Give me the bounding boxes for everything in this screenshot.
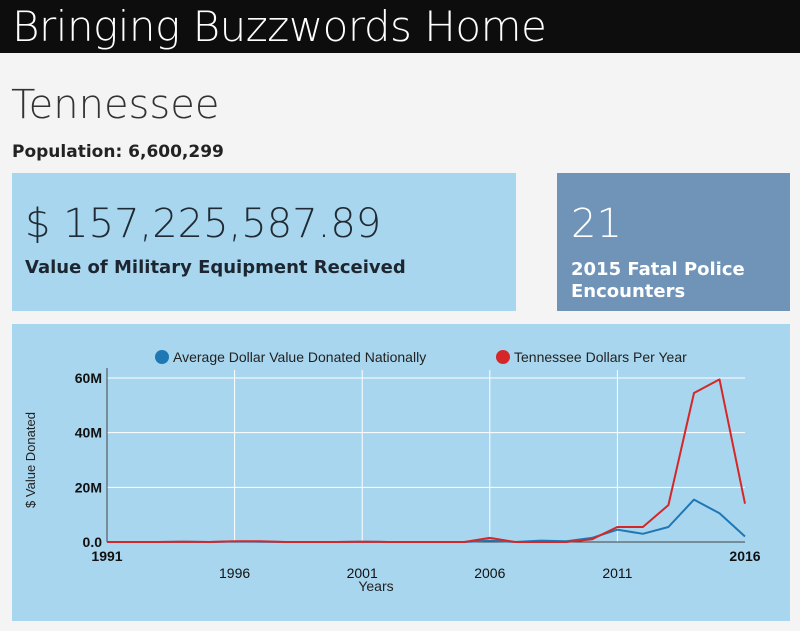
x-axis-label: Years: [358, 578, 393, 594]
x-tick-label: 2011: [602, 565, 632, 581]
y-tick-label: 40M: [75, 425, 102, 441]
state-name: Tennessee: [11, 82, 220, 128]
site-title: Bringing Buzzwords Home: [12, 2, 547, 51]
x-tick-label: 2001: [347, 565, 378, 581]
chart-panel: 0.0 20M 40M 60M 1991 1996 2001 2006 2011 2016 Year…: [12, 324, 790, 621]
y-tick-label: 60M: [75, 370, 102, 386]
police-encounters-count: 21: [571, 201, 622, 247]
y-axis-label: $ Value Donated: [23, 412, 38, 508]
x-tick-label: 1991: [91, 548, 122, 564]
line-chart: 0.0 20M 40M 60M 1991 1996 2001 2006 2011 2016 Year…: [23, 349, 761, 594]
top-bar: Bringing Buzzwords Home: [0, 0, 800, 53]
x-tick-label: 1996: [219, 565, 250, 581]
series-line: [107, 378, 746, 543]
x-tick-label: 2006: [474, 565, 505, 581]
legend-marker: [155, 350, 169, 364]
legend-marker: [496, 350, 510, 364]
x-tick-label: 2016: [729, 548, 760, 564]
military-equipment-amount: $ 157,225,587.89: [25, 201, 382, 247]
military-equipment-caption: Value of Military Equipment Received: [25, 257, 406, 278]
legend-label: Average Dollar Value Donated Nationally: [173, 349, 426, 365]
police-encounters-card: 21 2015 Fatal Police Encounters: [557, 173, 790, 311]
legend-label: Tennessee Dollars Per Year: [514, 349, 687, 365]
y-tick-label: 0.0: [83, 534, 103, 550]
y-tick-label: 20M: [75, 479, 102, 495]
population-label: Population: 6,600,299: [12, 142, 224, 162]
police-encounters-caption: 2015 Fatal Police Encounters: [571, 259, 745, 302]
military-equipment-card: $ 157,225,587.89 Value of Military Equip…: [12, 173, 516, 311]
